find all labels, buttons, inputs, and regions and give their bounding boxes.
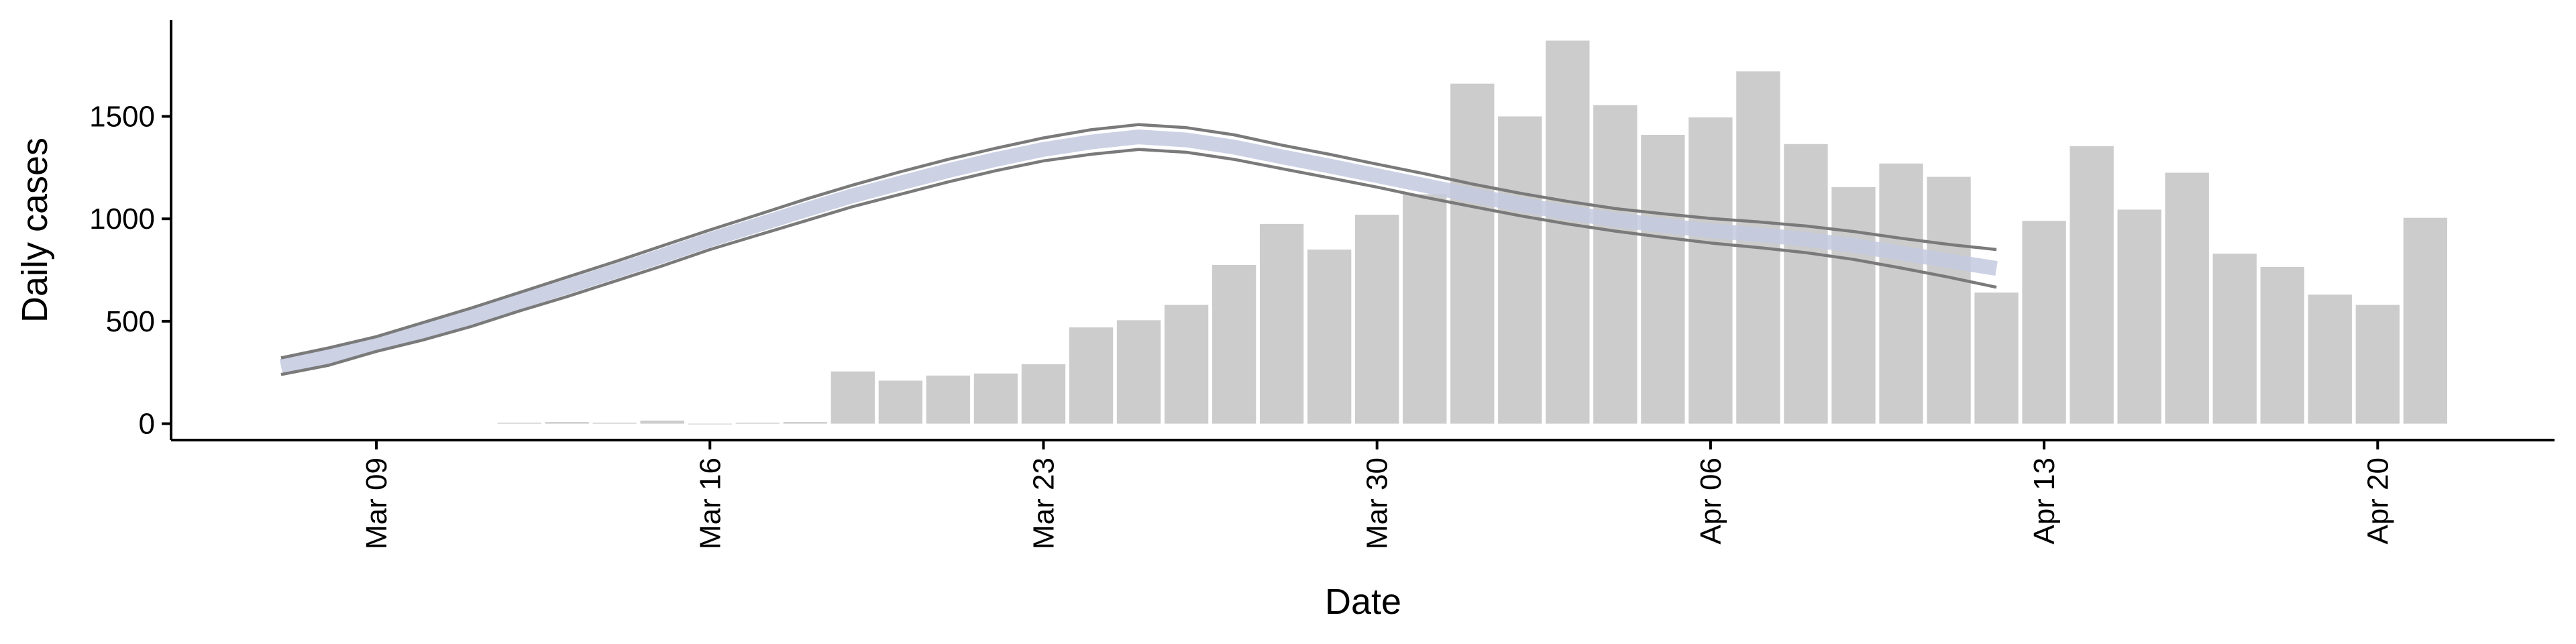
bar [1593,105,1638,424]
bar [1307,250,1352,424]
bar [1688,117,1733,424]
bar [688,423,732,425]
mean-band [279,129,1998,374]
bar [878,380,923,424]
bar [592,423,637,424]
y-tick-label: 0 [139,408,155,441]
bar [1927,176,1971,424]
bar [1164,305,1209,424]
bar [973,373,1018,424]
y-axis-title: Daily cases [15,138,55,323]
x-tick-label: Apr 13 [2028,458,2061,545]
y-tick-label: 1000 [89,203,155,235]
bar [1212,264,1256,424]
x-tick-label: Apr 20 [2361,458,2394,545]
x-tick-label: Mar 16 [694,458,727,549]
x-tick-label: Mar 30 [1361,458,1394,549]
bar [2260,266,2304,424]
bar [2212,254,2257,424]
bar [1355,215,1399,424]
x-tick-label: Apr 06 [1695,458,1727,545]
bar [497,423,541,424]
bar [2308,294,2352,424]
interval-line [280,123,1997,360]
bar [640,420,684,424]
bar [2403,217,2448,424]
bar [2022,221,2066,424]
bar [1021,364,1066,424]
bar [1831,186,1876,424]
x-axis-title: Date [1325,582,1401,622]
bar [1546,40,1590,424]
bar [1498,116,1542,424]
bar [1784,144,1828,424]
bar [1879,163,1923,424]
bar [2355,305,2400,424]
y-tick-label: 500 [106,305,155,338]
x-tick-label: Mar 09 [360,458,393,549]
bar [2165,172,2209,424]
bar [2117,209,2161,424]
bar [1116,320,1161,424]
bar [1450,83,1495,424]
bar [1641,135,1685,424]
bar [1974,292,2019,424]
bar [735,423,780,424]
x-tick-label: Mar 23 [1027,458,1060,549]
interval-line [280,148,1997,376]
bar [1069,327,1114,424]
bar [2070,146,2114,424]
bar [1403,194,1447,424]
y-tick-label: 1500 [89,101,155,133]
bar [1259,223,1304,424]
bar [830,371,875,424]
bar [783,422,828,424]
bar [545,422,589,424]
bar [926,375,971,424]
